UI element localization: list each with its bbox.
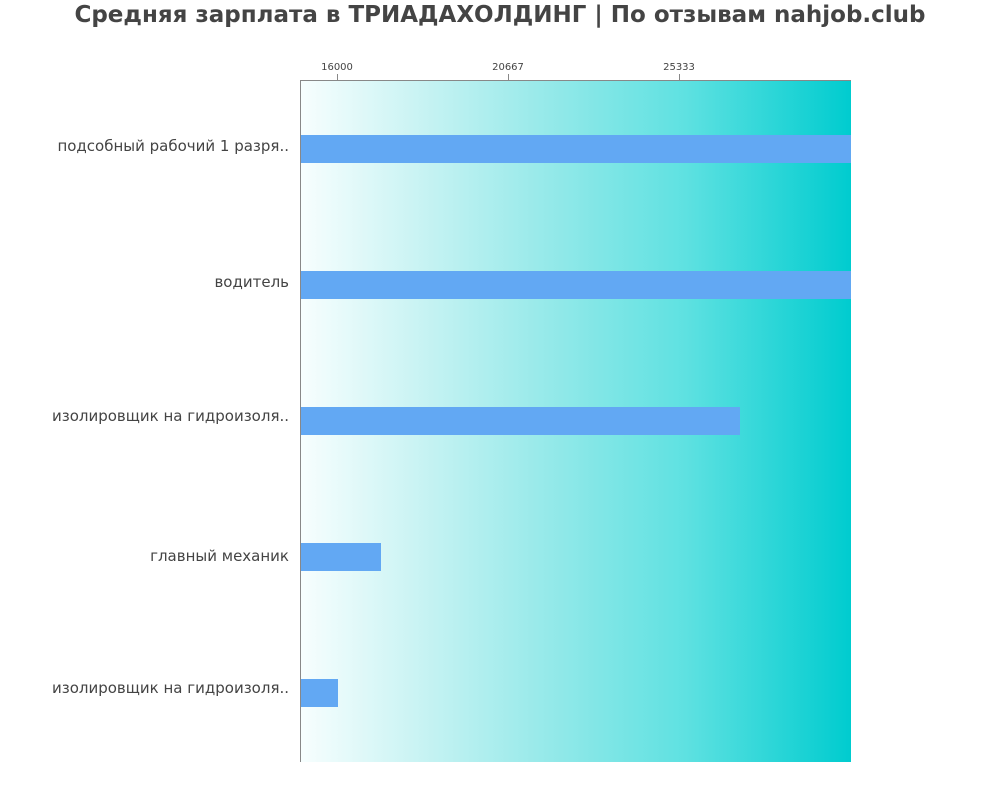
x-tick-label: 16000 xyxy=(321,62,353,73)
category-label: главный механик xyxy=(150,547,289,565)
bar xyxy=(301,271,851,299)
x-tick xyxy=(679,74,680,80)
bar xyxy=(301,543,381,571)
category-label: подсобный рабочий 1 разря.. xyxy=(57,137,289,155)
x-tick-label: 25333 xyxy=(663,62,695,73)
category-label: изолировщик на гидроизоля.. xyxy=(52,679,289,697)
bar xyxy=(301,135,851,163)
x-tick xyxy=(337,74,338,80)
category-label: водитель xyxy=(214,273,289,291)
x-tick xyxy=(508,74,509,80)
chart-title: Средняя зарплата в ТРИАДАХОЛДИНГ | По от… xyxy=(74,2,926,28)
bar xyxy=(301,407,740,435)
category-label: изолировщик на гидроизоля.. xyxy=(52,407,289,425)
x-tick-label: 20667 xyxy=(492,62,524,73)
bar xyxy=(301,679,338,707)
